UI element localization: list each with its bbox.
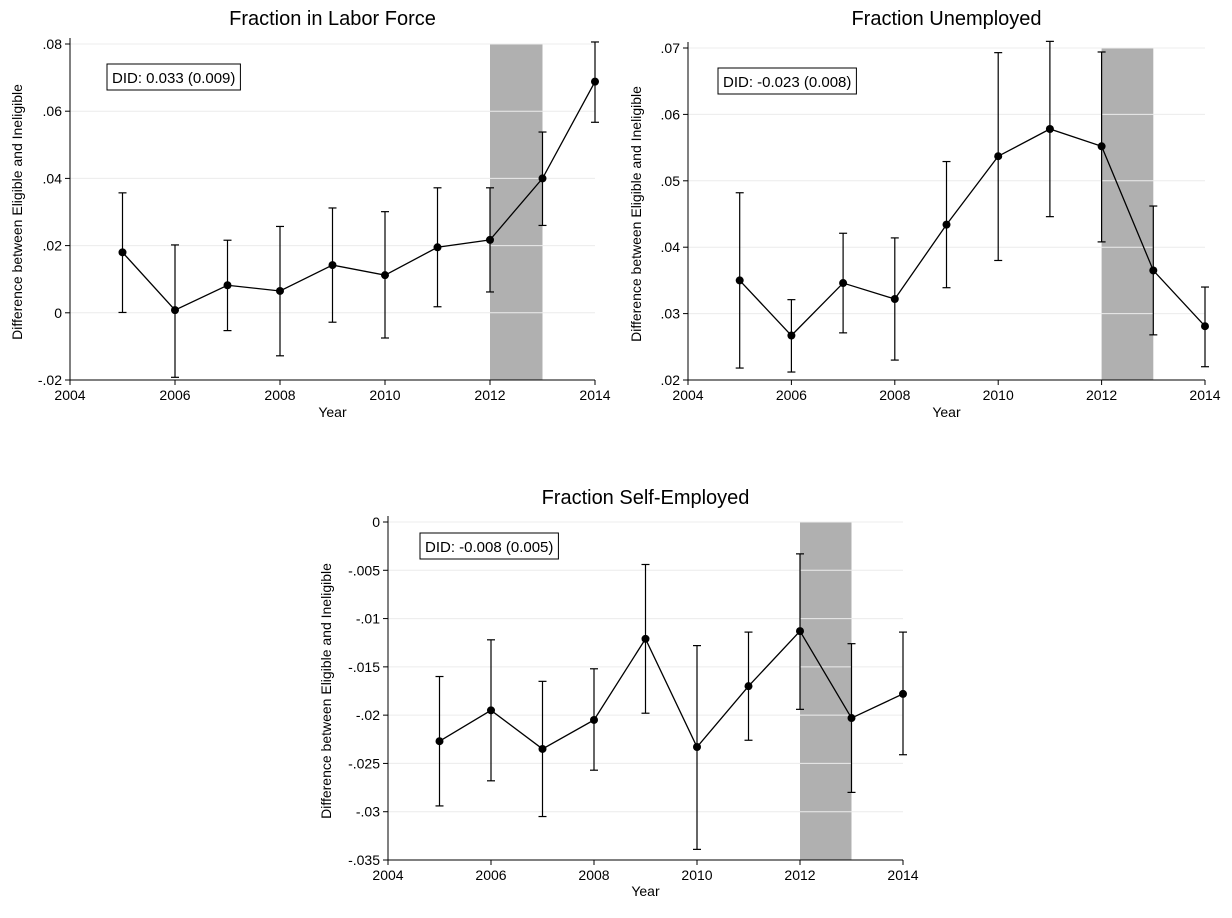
did-annotation: DID: -0.023 (0.008) [717, 67, 857, 95]
data-point [796, 627, 804, 636]
data-point [276, 286, 284, 295]
x-tick-label: 2008 [879, 387, 910, 403]
x-tick-label: 2014 [887, 867, 918, 883]
y-tick-label: .06 [43, 103, 63, 119]
y-tick-label: .08 [43, 36, 63, 52]
data-point [641, 634, 650, 643]
data-point [1097, 142, 1106, 151]
y-tick-label: .06 [661, 106, 681, 122]
data-point [890, 294, 899, 303]
data-point [693, 743, 701, 752]
data-point [735, 276, 744, 285]
x-tick-label: 2004 [672, 387, 703, 403]
x-tick-label: 2014 [579, 387, 610, 403]
series-line [439, 630, 904, 750]
y-tick-label: .07 [661, 40, 681, 56]
data-point [899, 689, 907, 698]
series-line [122, 81, 596, 311]
x-tick-label: 2004 [372, 867, 403, 883]
shaded-region [1101, 48, 1154, 380]
y-tick-label: -.01 [356, 611, 380, 627]
data-point [994, 152, 1003, 161]
chart-title: Fraction Self-Employed [542, 487, 750, 509]
x-tick-label: 2006 [159, 387, 190, 403]
x-axis-label: Year [318, 404, 347, 420]
data-point [744, 682, 753, 691]
data-point [787, 331, 796, 340]
did-annotation: DID: -0.008 (0.005) [419, 532, 559, 560]
data-point [381, 271, 389, 280]
x-tick-label: 2012 [1086, 387, 1117, 403]
data-point [942, 220, 951, 229]
data-point [591, 77, 599, 86]
did-annotation-box [419, 532, 559, 560]
y-tick-label: .02 [43, 238, 63, 254]
shaded-region [800, 522, 852, 860]
chart-panel-3: -.035 -.03 -.025 -.02 -.015 -.01 -.005 0 2004 200… [318, 487, 919, 899]
x-tick-label: 2010 [983, 387, 1014, 403]
chart-title: Fraction Unemployed [851, 8, 1041, 30]
chart-title: Fraction in Labor Force [229, 8, 436, 30]
chart-panel-2: .02 .03 .04 .05 .06 .07 2004 2006 2008 2010 2012 20… [628, 8, 1221, 420]
data-point [118, 248, 127, 257]
x-tick-label: 2012 [474, 387, 505, 403]
y-tick-label: 0 [54, 305, 62, 321]
x-tick-label: 2006 [475, 867, 506, 883]
chart-panel-1: -.02 0 .02 .04 .06 .08 2004 2006 2008 2010 2012 201… [9, 8, 611, 420]
data-point [538, 174, 547, 183]
x-tick-label: 2010 [369, 387, 400, 403]
data-point [538, 744, 547, 753]
data-point [486, 235, 494, 244]
x-tick-label: 2012 [784, 867, 815, 883]
data-point [590, 715, 598, 724]
did-annotation-text: DID: 0.033 (0.009) [112, 70, 235, 87]
series-line [739, 128, 1206, 337]
data-point [223, 281, 232, 290]
data-point [435, 737, 444, 746]
data-point [171, 306, 179, 315]
data-point [1045, 125, 1054, 134]
shaded-region [490, 44, 543, 380]
data-point [487, 706, 495, 715]
did-annotation-text: DID: -0.023 (0.008) [723, 74, 851, 91]
y-tick-label: -.025 [348, 755, 380, 771]
data-point [328, 261, 337, 270]
y-tick-label: .04 [661, 239, 681, 255]
x-axis-label: Year [631, 883, 660, 899]
y-axis-label: Difference between Eligible and Ineligib… [9, 84, 25, 340]
y-axis-label: Difference between Eligible and Ineligib… [628, 86, 644, 342]
y-tick-label: -.02 [38, 372, 62, 388]
y-tick-label: .02 [661, 372, 681, 388]
did-annotation-box [717, 67, 857, 95]
data-point [1149, 266, 1158, 275]
y-tick-label: -.03 [356, 804, 380, 820]
y-tick-label: .05 [661, 173, 681, 189]
y-tick-label: -.015 [348, 659, 380, 675]
x-tick-label: 2014 [1189, 387, 1220, 403]
data-point [839, 279, 848, 288]
x-tick-label: 2008 [264, 387, 295, 403]
x-tick-label: 2010 [681, 867, 712, 883]
x-tick-label: 2006 [776, 387, 807, 403]
x-axis-label: Year [932, 404, 961, 420]
data-point [433, 243, 442, 252]
did-annotation-text: DID: -0.008 (0.005) [425, 539, 553, 556]
y-tick-label: -.005 [348, 562, 380, 578]
y-tick-label: -.02 [356, 707, 380, 723]
y-axis-label: Difference between Eligible and Ineligib… [318, 563, 334, 819]
did-annotation-box [106, 63, 241, 91]
data-point [1201, 322, 1209, 331]
data-point [847, 714, 856, 723]
x-tick-label: 2008 [578, 867, 609, 883]
did-annotation: DID: 0.033 (0.009) [106, 63, 241, 91]
y-tick-label: .04 [43, 170, 63, 186]
y-tick-label: .03 [661, 306, 681, 322]
y-tick-label: -.035 [348, 852, 380, 868]
x-tick-label: 2004 [54, 387, 85, 403]
y-tick-label: 0 [372, 514, 380, 530]
